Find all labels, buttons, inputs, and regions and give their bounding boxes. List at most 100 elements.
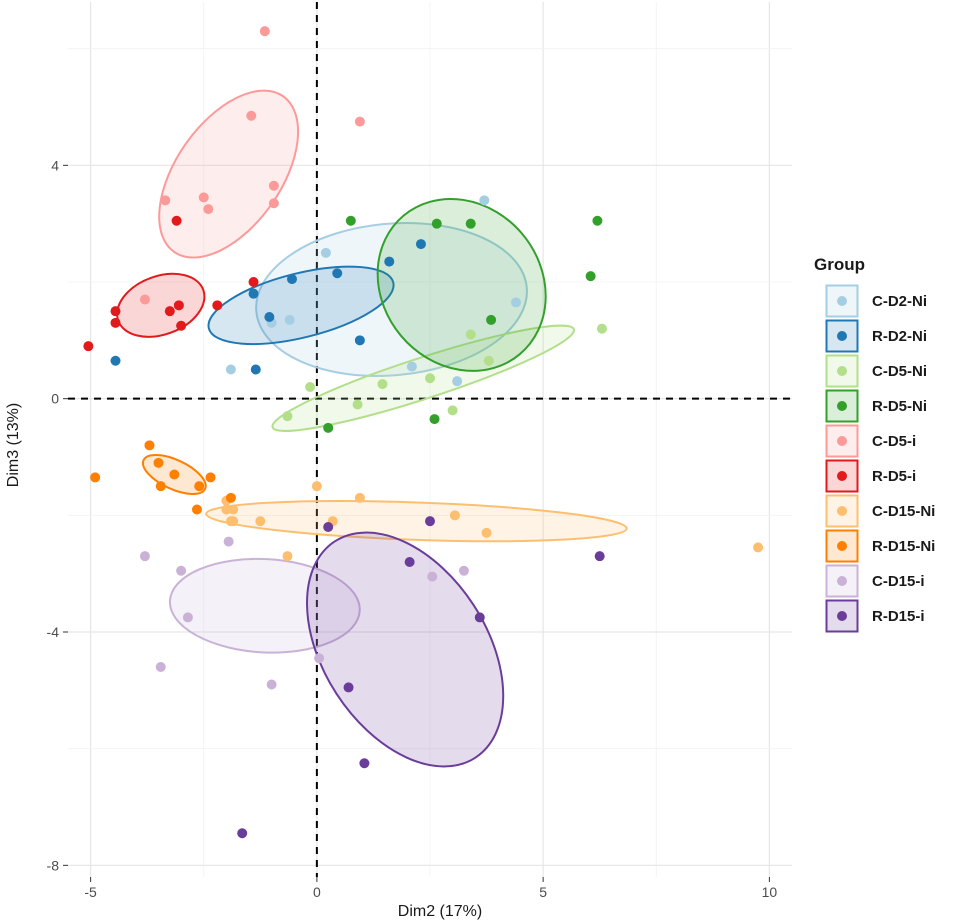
ellipse-r-d15-i (306, 531, 505, 768)
legend-label-r-d2-ni: R-D2-Ni (872, 328, 927, 345)
point-c-d15-ni (282, 551, 293, 562)
point-r-d15-ni (155, 481, 166, 492)
point-c-d2-ni (406, 361, 417, 372)
point-r-d15-ni (225, 492, 236, 503)
point-c-d2-ni (320, 247, 331, 258)
point-r-d15-i (474, 612, 485, 623)
point-r-d15-i (359, 758, 370, 769)
point-r-d5-ni (323, 422, 334, 433)
y-tick-label: 0 (51, 391, 59, 407)
point-r-d5-i (110, 317, 121, 328)
x-tick-label: 10 (762, 884, 778, 900)
point-r-d5-i (173, 300, 184, 311)
data-points (83, 26, 764, 839)
point-c-d15-i (266, 679, 277, 690)
point-r-d5-ni (486, 314, 497, 325)
point-c-d15-i (139, 551, 150, 562)
y-tick-label: -4 (47, 624, 60, 640)
ellipse-c-d15-ni (205, 500, 628, 543)
point-c-d15-ni (255, 516, 266, 527)
point-c-d5-ni (596, 323, 607, 334)
x-axis-ticks: -5 0 5 10 (84, 877, 777, 900)
point-c-d15-i (314, 653, 325, 664)
point-c-d15-ni (225, 516, 236, 527)
legend-dot-c-d15-ni (837, 506, 847, 516)
point-r-d2-ni (332, 268, 343, 279)
point-c-d5-i (160, 195, 171, 206)
point-c-d5-ni (282, 411, 293, 422)
point-c-d15-i (427, 571, 438, 582)
legend-dot-c-d5-i (837, 436, 847, 446)
point-r-d15-ni (191, 504, 202, 515)
legend-dot-r-d5-ni (837, 401, 847, 411)
point-r-d5-i (171, 215, 182, 226)
legend-dot-r-d15-ni (837, 541, 847, 551)
legend-label-c-d15-ni: C-D15-Ni (872, 503, 935, 520)
point-c-d5-ni (377, 379, 388, 390)
point-c-d15-ni (449, 510, 460, 521)
point-c-d5-i (354, 116, 365, 127)
point-c-d15-i (155, 662, 166, 672)
reference-lines (68, 2, 792, 877)
point-c-d15-ni (311, 481, 322, 492)
x-axis-title: Dim2 (17%) (398, 903, 482, 920)
point-c-d15-ni (753, 542, 764, 553)
legend-dot-r-d2-ni (837, 331, 847, 341)
point-r-d15-ni (153, 457, 164, 468)
point-r-d15-i (425, 516, 435, 527)
ellipse-c-d2-ni (255, 222, 528, 377)
point-r-d2-ni (264, 312, 275, 322)
point-c-d5-ni (305, 382, 316, 392)
legend-label-c-d15-i: C-D15-i (872, 573, 925, 590)
point-r-d15-i (404, 557, 415, 567)
point-r-d2-ni (384, 256, 395, 267)
point-r-d5-i (212, 300, 223, 311)
legend-label-r-d15-i: R-D15-i (872, 608, 925, 625)
point-r-d15-ni (205, 472, 216, 483)
legend-key-c-d5-i (825, 424, 859, 458)
point-r-d2-ni (248, 288, 259, 299)
point-r-d2-ni (286, 274, 297, 285)
point-c-d5-i (198, 192, 209, 203)
point-c-d15-ni (481, 527, 492, 538)
point-c-d15-i (176, 565, 187, 576)
y-tick-label: -8 (47, 857, 60, 873)
legend-dot-c-d15-i (837, 576, 847, 586)
axes: -5 0 5 10 -8 -4 0 4 Dim2 (17%) Dim3 (13%) (5, 157, 777, 920)
legend-label-c-d5-i: C-D5-i (872, 433, 916, 450)
point-c-d5-ni (465, 329, 476, 340)
point-c-d5-i (139, 294, 150, 305)
point-c-d5-i (259, 26, 270, 37)
ellipse-c-d15-i (168, 557, 361, 654)
legend-dot-c-d2-ni (837, 296, 847, 306)
point-r-d2-ni (354, 335, 365, 346)
point-r-d2-ni (110, 355, 121, 366)
point-c-d15-i (223, 536, 234, 547)
legend-dot-r-d5-i (837, 471, 847, 481)
point-r-d5-ni (429, 414, 440, 425)
point-r-d5-ni (465, 218, 476, 229)
ellipse-r-d2-ni (207, 265, 395, 346)
point-r-d5-ni (431, 218, 442, 229)
point-c-d5-ni (447, 405, 458, 416)
point-c-d5-i (203, 204, 214, 215)
point-c-d5-i (268, 198, 279, 209)
point-c-d5-ni (425, 373, 435, 384)
point-r-d2-ni (250, 364, 261, 375)
point-c-d15-ni (354, 492, 365, 503)
point-c-d15-i (182, 612, 193, 623)
point-r-d5-ni (585, 271, 596, 282)
y-tick-label: 4 (51, 157, 59, 173)
x-tick-label: 5 (539, 884, 547, 900)
point-r-d15-i (343, 682, 354, 693)
point-r-d15-i (594, 551, 605, 562)
point-r-d15-i (237, 828, 248, 839)
legend-label-c-d5-ni: C-D5-Ni (872, 363, 927, 380)
point-r-d15-ni (194, 481, 205, 492)
point-c-d15-ni (228, 504, 239, 515)
legend-title: Group (814, 255, 865, 274)
point-c-d5-ni (352, 399, 363, 410)
point-c-d2-ni (510, 297, 521, 308)
legend-label-c-d2-ni: C-D2-Ni (872, 293, 927, 310)
point-c-d2-ni (479, 195, 490, 206)
